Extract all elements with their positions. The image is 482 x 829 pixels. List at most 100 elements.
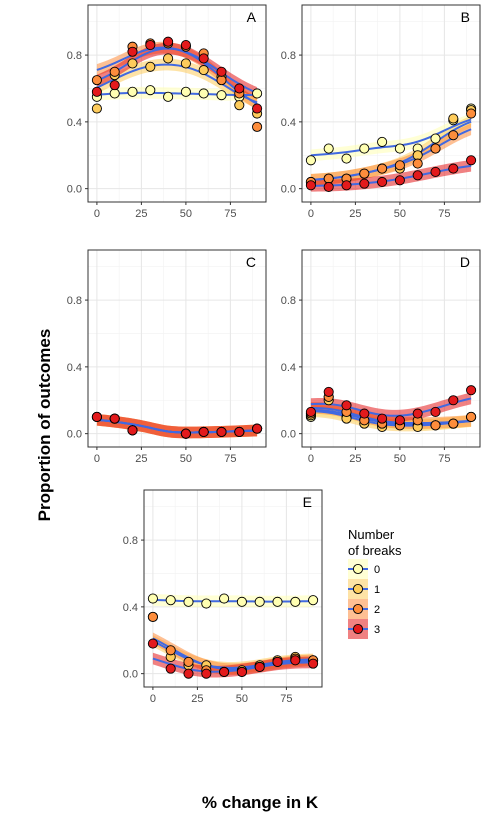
legend-items: 0 1 2 3 — [348, 559, 380, 639]
point-series-2 — [359, 168, 370, 179]
point-series-2 — [394, 160, 405, 171]
x-tick-label: 0 — [308, 208, 314, 220]
point-series-0 — [323, 143, 334, 154]
confidence-band-series-2 — [310, 123, 472, 186]
point-series-0 — [163, 91, 174, 102]
point-series-2 — [216, 75, 227, 86]
fit-line-series-1 — [310, 410, 472, 427]
point-series-0 — [109, 88, 120, 99]
x-tick-label: 50 — [394, 208, 406, 220]
fit-line-series-1 — [152, 640, 314, 669]
panel-label: C — [246, 254, 256, 270]
panel-b: B 0 25 50 75 0.0 0.4 0.8 — [281, 4, 481, 220]
panel-label: A — [247, 9, 257, 25]
point-series-2 — [109, 66, 120, 77]
point-series-2 — [147, 611, 158, 622]
point-series-0 — [359, 143, 370, 154]
fit-line-series-0 — [310, 118, 472, 157]
point-series-3 — [272, 656, 283, 668]
point-series-3 — [91, 86, 102, 97]
point-series-3 — [109, 80, 120, 91]
point-series-0 — [377, 136, 388, 147]
point-series-3 — [127, 46, 138, 57]
fit-line-series-0 — [152, 598, 314, 603]
point-series-0 — [145, 85, 156, 96]
legend-label: 0 — [374, 564, 380, 576]
point-series-0 — [201, 598, 212, 609]
point-series-3 — [180, 428, 191, 439]
panel-label: B — [461, 9, 470, 25]
x-tick-label: 0 — [94, 453, 100, 465]
fit-line-series-0 — [96, 91, 258, 96]
point-series-3 — [359, 178, 370, 189]
point-series-3 — [305, 180, 316, 191]
y-tick-label: 0.4 — [281, 362, 296, 374]
point-series-1 — [127, 58, 138, 69]
panel-label: E — [303, 494, 312, 510]
y-tick-label: 0.8 — [281, 295, 296, 307]
y-tick-label: 0.0 — [67, 184, 82, 196]
point-series-0 — [165, 595, 176, 606]
point-series-3 — [430, 406, 441, 417]
point-series-0 — [216, 90, 227, 101]
point-series-3 — [412, 408, 423, 419]
panel-c: C 0 25 50 75 0.0 0.4 0.8 — [67, 249, 267, 465]
x-tick-label: 50 — [180, 453, 192, 465]
panel-border — [143, 489, 323, 688]
x-tick-label: 0 — [150, 693, 156, 705]
y-tick-label: 0.0 — [281, 184, 296, 196]
point-series-3 — [412, 170, 423, 181]
point-series-3 — [127, 425, 138, 436]
y-tick-label: 0.4 — [281, 117, 296, 129]
point-series-3 — [466, 385, 477, 396]
fit-line-series-1 — [96, 63, 258, 104]
y-tick-label: 0.0 — [281, 429, 296, 441]
x-tick-label: 75 — [224, 208, 236, 220]
point-series-2 — [91, 75, 102, 86]
point-series-0 — [236, 596, 247, 607]
panel-d: D 0 25 50 75 0.0 0.4 0.8 — [281, 249, 481, 465]
x-tick-label: 25 — [349, 208, 361, 220]
legend-label: 1 — [374, 584, 380, 596]
confidence-band-series-3 — [310, 392, 472, 422]
x-tick-label: 50 — [180, 208, 192, 220]
x-tick-label: 75 — [280, 693, 292, 705]
point-series-2 — [412, 158, 423, 169]
point-series-0 — [183, 596, 194, 607]
point-series-3 — [377, 413, 388, 424]
x-tick-label: 75 — [224, 453, 236, 465]
point-series-3 — [145, 40, 156, 51]
y-axis-title: Proportion of outcomes — [35, 329, 54, 522]
point-series-2 — [323, 173, 334, 184]
panel-border — [87, 249, 267, 448]
point-series-1 — [91, 103, 102, 114]
point-series-1 — [448, 113, 459, 124]
legend-label: 3 — [374, 624, 380, 636]
point-series-3 — [305, 406, 316, 417]
point-series-2 — [183, 656, 194, 668]
panel-border — [301, 4, 481, 203]
point-series-0 — [308, 595, 319, 606]
point-series-1 — [234, 100, 245, 111]
panel-border — [301, 249, 481, 448]
point-series-0 — [305, 155, 316, 166]
point-series-3 — [448, 163, 459, 174]
confidence-band-series-0 — [310, 113, 472, 162]
fit-line-series-3 — [96, 418, 258, 434]
x-tick-label: 25 — [135, 453, 147, 465]
point-series-3 — [290, 655, 301, 666]
legend-item-0: 0 — [348, 559, 380, 579]
panel-a: A 0 25 50 75 0.0 0.4 0.8 — [67, 4, 267, 220]
point-series-3 — [234, 83, 245, 94]
point-series-3 — [254, 661, 265, 673]
x-tick-label: 50 — [394, 453, 406, 465]
point-series-1 — [163, 53, 174, 64]
point-series-0 — [147, 593, 158, 604]
point-series-2 — [165, 645, 176, 656]
point-series-3 — [216, 66, 227, 77]
point-series-0 — [272, 596, 283, 607]
point-series-3 — [147, 638, 158, 649]
point-series-3 — [183, 668, 194, 679]
y-tick-label: 0.8 — [67, 50, 82, 62]
legend-key-point — [352, 563, 364, 575]
